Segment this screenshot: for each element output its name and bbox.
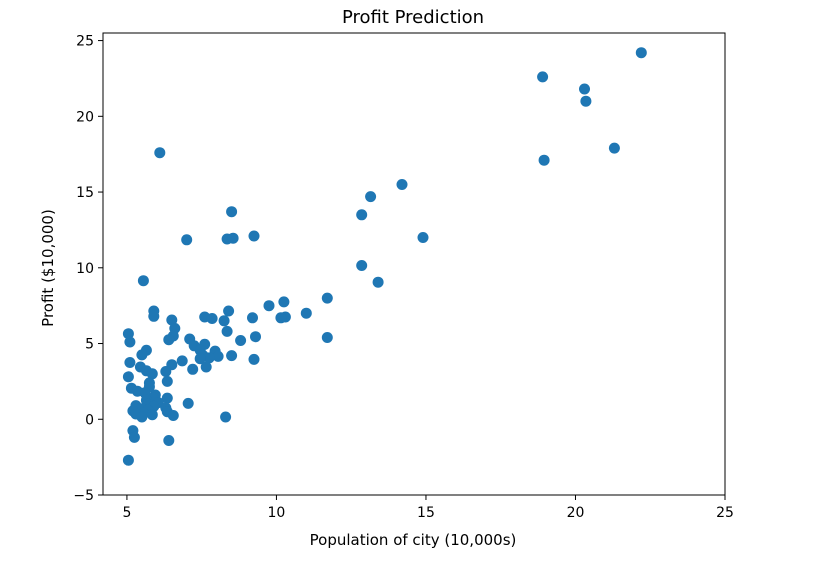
data-point — [235, 335, 247, 346]
y-tick-label: 15 — [76, 185, 94, 201]
x-tick-label: 5 — [122, 505, 131, 521]
data-point — [160, 366, 172, 377]
data-point — [250, 331, 261, 343]
data-point — [154, 147, 166, 159]
data-point — [356, 260, 368, 271]
x-tick-label: 10 — [268, 505, 286, 521]
data-point — [206, 313, 218, 324]
data-point — [227, 232, 239, 244]
data-point — [220, 411, 232, 423]
data-point — [194, 353, 206, 365]
data-point — [124, 336, 136, 348]
data-point — [122, 328, 134, 340]
y-tick-label: −5 — [73, 488, 94, 504]
axes — [102, 32, 726, 496]
data-point — [321, 332, 333, 343]
data-point — [248, 353, 260, 365]
data-point — [163, 334, 175, 346]
data-point — [417, 232, 429, 243]
data-point — [275, 312, 287, 324]
data-point — [372, 276, 384, 288]
x-tick-label: 20 — [567, 505, 585, 521]
data-point — [136, 411, 148, 423]
data-point — [247, 312, 258, 324]
data-point — [182, 397, 194, 409]
x-tick-label: 15 — [417, 505, 435, 521]
data-point — [146, 368, 158, 380]
y-tick-label: 0 — [85, 412, 94, 428]
data-point — [223, 305, 235, 317]
y-tick-label: 20 — [76, 109, 94, 125]
data-points — [122, 47, 647, 466]
data-point — [226, 350, 238, 362]
ticks: 5 10 15 20 25 −5 0 5 10 15 20 25 — [73, 34, 734, 521]
data-point — [263, 300, 275, 312]
data-point — [161, 375, 173, 387]
data-point — [365, 191, 377, 203]
data-point — [187, 363, 199, 375]
data-point — [212, 350, 224, 362]
data-point — [248, 230, 260, 242]
data-point — [579, 83, 590, 95]
x-axis-label: Population of city (10,000s) — [310, 531, 517, 549]
data-point — [167, 410, 179, 421]
data-point — [221, 325, 233, 337]
data-point — [146, 409, 158, 421]
data-point — [635, 47, 647, 59]
data-point — [537, 71, 549, 83]
data-point — [122, 371, 134, 383]
plot-frame — [102, 32, 726, 496]
y-tick-label: 10 — [76, 261, 94, 277]
y-tick-label: 25 — [76, 34, 94, 50]
data-point — [356, 209, 368, 221]
data-point — [176, 355, 188, 367]
data-point — [218, 315, 230, 327]
data-point — [137, 275, 149, 287]
data-point — [136, 349, 148, 361]
data-point — [580, 95, 592, 107]
data-point — [166, 314, 178, 326]
data-point — [203, 352, 215, 364]
data-point — [321, 292, 333, 304]
x-tick-label: 25 — [716, 505, 734, 521]
y-tick-label: 5 — [85, 337, 94, 353]
y-axis-label: Profit ($10,000) — [39, 209, 57, 327]
data-point — [608, 142, 620, 154]
data-point — [122, 454, 134, 466]
data-point — [396, 179, 408, 190]
data-point — [161, 392, 173, 404]
data-point — [148, 310, 160, 322]
chart-title: Profit Prediction — [342, 7, 484, 28]
data-point — [128, 431, 140, 443]
data-point — [538, 154, 550, 166]
data-point — [300, 307, 312, 319]
data-point — [124, 357, 136, 368]
data-point — [200, 361, 212, 373]
data-point — [181, 234, 193, 246]
data-point — [163, 435, 175, 446]
data-point — [278, 296, 290, 308]
data-point — [226, 206, 238, 218]
